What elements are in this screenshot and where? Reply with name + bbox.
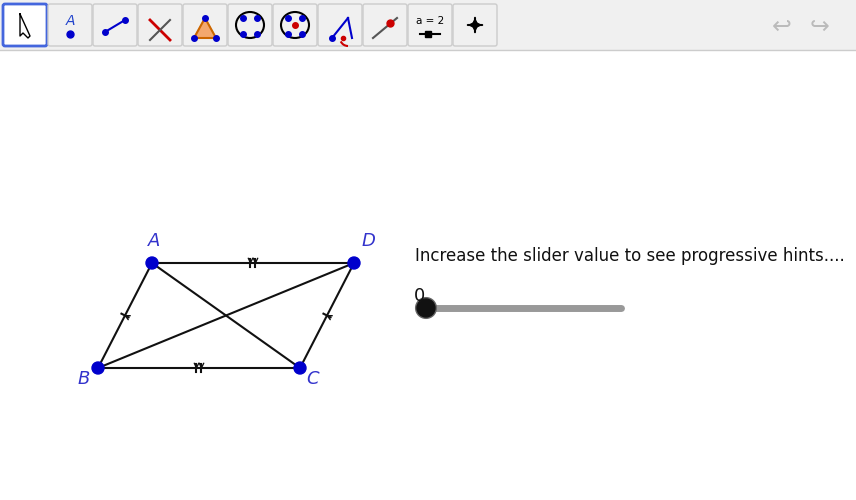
FancyBboxPatch shape — [318, 4, 362, 46]
FancyBboxPatch shape — [0, 0, 856, 50]
Text: A: A — [65, 14, 74, 28]
Circle shape — [417, 299, 435, 317]
Text: B: B — [78, 370, 90, 388]
FancyBboxPatch shape — [453, 4, 497, 46]
FancyBboxPatch shape — [48, 4, 92, 46]
Text: D: D — [362, 232, 376, 250]
Text: ↩: ↩ — [772, 15, 792, 39]
FancyBboxPatch shape — [3, 4, 47, 46]
Circle shape — [348, 257, 360, 269]
FancyBboxPatch shape — [273, 4, 317, 46]
Circle shape — [294, 362, 306, 374]
Text: a = 2: a = 2 — [416, 16, 444, 26]
Text: 0: 0 — [414, 287, 425, 305]
Text: Increase the slider value to see progressive hints....: Increase the slider value to see progres… — [415, 247, 845, 265]
FancyBboxPatch shape — [183, 4, 227, 46]
Text: ↪: ↪ — [810, 15, 829, 39]
Polygon shape — [20, 14, 30, 38]
Polygon shape — [194, 18, 216, 38]
Text: A: A — [148, 232, 160, 250]
Circle shape — [146, 257, 158, 269]
Circle shape — [92, 362, 104, 374]
FancyBboxPatch shape — [228, 4, 272, 46]
FancyBboxPatch shape — [138, 4, 182, 46]
FancyBboxPatch shape — [363, 4, 407, 46]
FancyBboxPatch shape — [408, 4, 452, 46]
Text: C: C — [306, 370, 319, 388]
FancyBboxPatch shape — [93, 4, 137, 46]
